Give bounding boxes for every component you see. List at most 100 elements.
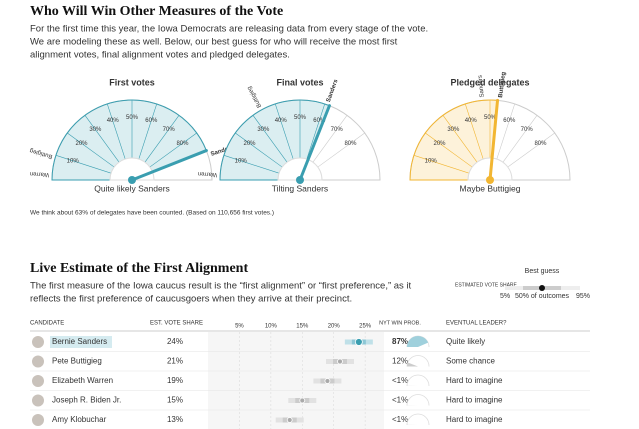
gauge-tick-label: 40% xyxy=(107,118,120,124)
leader-text: Hard to imagine xyxy=(446,376,503,385)
gauge-label: Quite likely Sanders xyxy=(94,183,170,193)
gauge-needle xyxy=(488,98,500,182)
gauge-needle xyxy=(298,104,331,182)
gauge-tick xyxy=(55,154,112,174)
gauge-tick-label: 50% xyxy=(294,115,307,121)
legend-high: 95% xyxy=(576,293,590,300)
gauge-tick xyxy=(442,115,478,163)
legend-axis: ESTIMATED VOTE SHARE xyxy=(455,282,518,288)
gauge-tick-label: 20% xyxy=(434,141,447,147)
gauge-tick xyxy=(464,103,484,160)
avatar xyxy=(32,414,44,426)
gauge-tick xyxy=(149,132,197,168)
legend-best: Best guess xyxy=(525,268,560,275)
gauge-label: Tilting Sanders xyxy=(272,183,328,193)
prob-fill xyxy=(407,336,429,347)
column-header: EVENTUAL LEADER? xyxy=(446,321,507,327)
vote-share: 24% xyxy=(167,337,183,346)
prob-gauge xyxy=(406,374,430,387)
gauge-tick-label: 80% xyxy=(344,141,357,147)
gauge-tick xyxy=(67,132,115,168)
gauge-tick-label: 10% xyxy=(425,158,438,164)
x-tick-label: 15% xyxy=(296,324,309,330)
leader-text: Some chance xyxy=(446,357,495,366)
gauge-title: First votes xyxy=(109,77,155,87)
avatar xyxy=(32,394,44,407)
gauge-tick-label: 10% xyxy=(235,158,248,164)
gauge-hub xyxy=(277,157,323,181)
gauge-candidate: Buttigieg xyxy=(29,147,53,159)
gauge-tick-label: 60% xyxy=(313,118,326,124)
share-dot xyxy=(286,417,293,423)
gauge-candidate: Buttigieg xyxy=(498,71,507,98)
gauge-tick-label: 70% xyxy=(163,127,176,133)
candidate-name: Amy Klobuchar xyxy=(52,415,107,424)
leader-text: Quite likely xyxy=(446,337,485,346)
gauge-title: Final votes xyxy=(276,77,323,87)
gauge-tick xyxy=(507,132,555,168)
leader-text: Hard to imagine xyxy=(446,415,503,424)
x-tick-label: 20% xyxy=(328,324,341,330)
gauge-tick-label: 60% xyxy=(145,118,158,124)
gauge-tick xyxy=(274,103,294,160)
legend-low: 5% xyxy=(500,293,510,300)
vote-share: 15% xyxy=(167,396,183,405)
gauge-tick-label: 50% xyxy=(126,115,139,121)
share-dot xyxy=(337,358,343,365)
gauge-needle xyxy=(130,149,208,182)
gauge-tick xyxy=(317,132,365,168)
gauge-tick-label: 40% xyxy=(275,118,288,124)
gauge-tick xyxy=(306,103,326,160)
avatar xyxy=(32,336,44,348)
gauge-tick-label: 10% xyxy=(67,158,80,164)
gauge-candidate: Buttigieg xyxy=(247,85,264,108)
candidate-name: Pete Buttigieg xyxy=(52,357,102,366)
win-prob: 12% xyxy=(392,357,408,366)
gauge-tick-label: 30% xyxy=(257,127,270,133)
gauge-candidate: Warren xyxy=(30,170,50,177)
share-dot xyxy=(354,338,363,346)
vote-share: 13% xyxy=(167,415,183,424)
note: We think about 63% of delegates have bee… xyxy=(30,210,274,217)
intro-text: reflects the first preference of caucusg… xyxy=(30,294,352,305)
gauge-tick-label: 20% xyxy=(244,141,257,147)
plot-bg xyxy=(208,332,384,429)
intro-text: We are modeling these as well. Below, ou… xyxy=(30,37,398,48)
gauge-tick-label: 60% xyxy=(503,118,516,124)
x-tick-label: 25% xyxy=(359,324,372,330)
candidate-name: Bernie Sanders xyxy=(52,337,107,346)
leader-text: Hard to imagine xyxy=(446,396,503,405)
column-header: CANDIDATE xyxy=(30,321,64,327)
gauge-tick xyxy=(496,103,516,160)
gauge-pivot xyxy=(486,176,494,184)
win-prob: <1% xyxy=(392,396,408,405)
share-dot xyxy=(324,378,331,384)
column-header: NYT WIN PROB. xyxy=(379,320,421,326)
intro-text: For the first time this year, the Iowa D… xyxy=(30,24,428,35)
section-title: Who Will Win Other Measures of the Vote xyxy=(30,4,283,19)
intro-text: The first measure of the Iowa caucus res… xyxy=(30,281,412,292)
gauge-tick xyxy=(425,132,473,168)
gauge-fill xyxy=(51,99,208,181)
gauge-tick-label: 80% xyxy=(534,141,547,147)
gauge-tick-label: 80% xyxy=(176,141,189,147)
x-tick-label: 10% xyxy=(265,324,278,330)
avatar xyxy=(32,375,44,387)
candidate-name: Elizabeth Warren xyxy=(52,376,113,385)
gauge-tick-label: 70% xyxy=(521,127,534,133)
avatar xyxy=(32,355,44,368)
gauge-tick xyxy=(144,115,180,163)
legend-dot xyxy=(539,285,545,291)
gauge-candidate: Warren xyxy=(198,170,218,177)
gauge-tick xyxy=(252,115,288,163)
gauge-tick-label: 30% xyxy=(89,127,102,133)
gauge-tick-label: 40% xyxy=(465,118,478,124)
gauge-title: Pledged delegates xyxy=(450,77,529,87)
gauge-tick-label: 70% xyxy=(331,127,344,133)
share-dot xyxy=(299,397,306,404)
gauge-tick xyxy=(223,154,280,174)
section-title: Live Estimate of the First Alignment xyxy=(30,261,248,276)
win-prob: 87% xyxy=(392,337,408,346)
gauge-pivot xyxy=(128,176,136,184)
